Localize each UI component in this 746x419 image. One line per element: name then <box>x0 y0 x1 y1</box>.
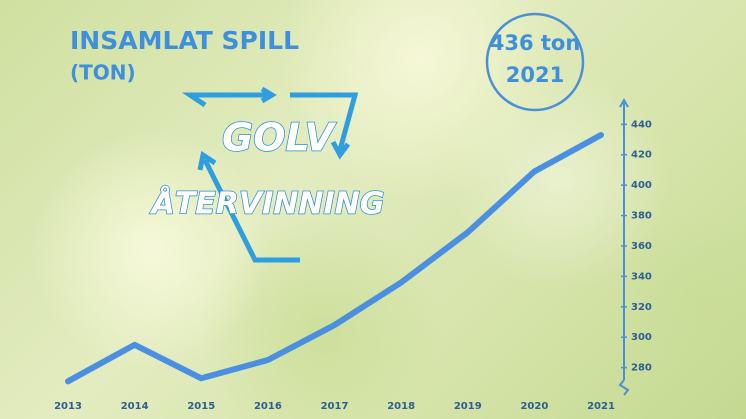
x-tick-label: 2021 <box>587 401 615 412</box>
y-tick-label: 380 <box>631 211 652 222</box>
chart-title: INSAMLAT SPILL <box>70 26 299 55</box>
y-tick-label: 300 <box>631 332 652 343</box>
y-tick-label: 420 <box>631 150 652 161</box>
x-tick-label: 2019 <box>454 401 482 412</box>
logo-arrow <box>202 158 300 263</box>
logo-arrow <box>290 92 359 151</box>
logo-arrow <box>181 92 270 108</box>
logo-text: ÅTERVINNING <box>150 185 385 222</box>
y-tick-label: 280 <box>631 363 652 374</box>
axis-arrow <box>619 97 629 108</box>
x-tick-label: 2013 <box>54 401 82 412</box>
y-tick-label: 320 <box>631 302 652 313</box>
annotation: 436 ton <box>490 31 581 55</box>
x-tick-label: 2018 <box>387 401 415 412</box>
y-tick-label: 360 <box>631 241 652 252</box>
logo-arrow <box>197 150 217 171</box>
y-tick-label: 440 <box>631 119 652 130</box>
data-line <box>65 131 604 385</box>
logo <box>181 86 359 263</box>
y-tick-label: 340 <box>631 271 652 282</box>
x-tick-label: 2015 <box>187 401 215 412</box>
x-tick-label: 2016 <box>254 401 282 412</box>
chart-subtitle: (TON) <box>70 61 136 85</box>
x-tick-label: 2020 <box>520 401 548 412</box>
x-tick-label: 2017 <box>321 401 349 412</box>
annotation-circle <box>485 12 585 112</box>
annotation: 2021 <box>506 63 564 87</box>
logo-text: GOLV <box>222 116 336 160</box>
logo-arrow <box>260 86 277 104</box>
axis-break <box>618 379 630 396</box>
y-tick-label: 400 <box>631 180 652 191</box>
x-tick-label: 2014 <box>121 401 149 412</box>
logo-arrow <box>330 140 351 160</box>
